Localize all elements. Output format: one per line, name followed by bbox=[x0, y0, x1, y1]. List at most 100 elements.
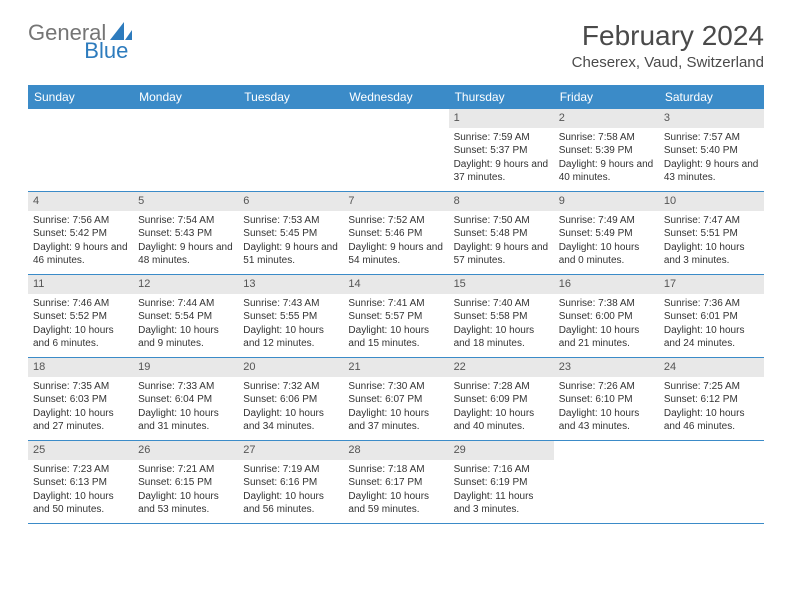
day-cell: 4Sunrise: 7:56 AMSunset: 5:42 PMDaylight… bbox=[28, 192, 133, 274]
page-header: General Blue February 2024 Cheserex, Vau… bbox=[28, 20, 764, 71]
daylight-text: Daylight: 10 hours and 46 minutes. bbox=[664, 407, 759, 434]
day-number: 22 bbox=[449, 358, 554, 377]
day-number: 11 bbox=[28, 275, 133, 294]
day-number: 7 bbox=[343, 192, 448, 211]
day-cell: 21Sunrise: 7:30 AMSunset: 6:07 PMDayligh… bbox=[343, 358, 448, 440]
day-cell: 8Sunrise: 7:50 AMSunset: 5:48 PMDaylight… bbox=[449, 192, 554, 274]
sunrise-text: Sunrise: 7:41 AM bbox=[348, 297, 443, 311]
day-cell: 17 Sunrise: 7:36 AMSunset: 6:01 PMDayligh… bbox=[659, 275, 764, 357]
sunrise-text: Sunrise: 7:21 AM bbox=[138, 463, 233, 477]
daylight-text: Daylight: 10 hours and 6 minutes. bbox=[33, 324, 128, 351]
day-header-cell: Thursday bbox=[449, 85, 554, 109]
day-header-cell: Tuesday bbox=[238, 85, 343, 109]
day-number: 16 bbox=[554, 275, 659, 294]
day-cell: 7Sunrise: 7:52 AMSunset: 5:46 PMDaylight… bbox=[343, 192, 448, 274]
sunset-text: Sunset: 6:12 PM bbox=[664, 393, 759, 407]
sunrise-text: Sunrise: 7:43 AM bbox=[243, 297, 338, 311]
day-info: Sunrise: 7:30 AMSunset: 6:07 PMDaylight:… bbox=[348, 380, 443, 434]
sunset-text: Sunset: 5:40 PM bbox=[664, 144, 759, 158]
daylight-text: Daylight: 10 hours and 59 minutes. bbox=[348, 490, 443, 517]
day-number: 8 bbox=[449, 192, 554, 211]
sunrise-text: Sunrise: 7:30 AM bbox=[348, 380, 443, 394]
day-number: 23 bbox=[554, 358, 659, 377]
sunset-text: Sunset: 5:45 PM bbox=[243, 227, 338, 241]
day-cell: 28Sunrise: 7:18 AMSunset: 6:17 PMDayligh… bbox=[343, 441, 448, 523]
daylight-text: Daylight: 11 hours and 3 minutes. bbox=[454, 490, 549, 517]
sunset-text: Sunset: 6:01 PM bbox=[664, 310, 759, 324]
sunrise-text: Sunrise: 7:50 AM bbox=[454, 214, 549, 228]
day-cell: 3Sunrise: 7:57 AMSunset: 5:40 PMDaylight… bbox=[659, 109, 764, 191]
day-info: Sunrise: 7:46 AMSunset: 5:52 PMDaylight:… bbox=[33, 297, 128, 351]
title-block: February 2024 Cheserex, Vaud, Switzerlan… bbox=[572, 20, 764, 71]
sunset-text: Sunset: 5:55 PM bbox=[243, 310, 338, 324]
daylight-text: Daylight: 10 hours and 31 minutes. bbox=[138, 407, 233, 434]
sunrise-text: Sunrise: 7:57 AM bbox=[664, 131, 759, 145]
daylight-text: Daylight: 10 hours and 9 minutes. bbox=[138, 324, 233, 351]
day-cell: 2Sunrise: 7:58 AMSunset: 5:39 PMDaylight… bbox=[554, 109, 659, 191]
daylight-text: Daylight: 10 hours and 0 minutes. bbox=[559, 241, 654, 268]
day-cell bbox=[238, 109, 343, 191]
day-cell: 5Sunrise: 7:54 AMSunset: 5:43 PMDaylight… bbox=[133, 192, 238, 274]
sunset-text: Sunset: 6:03 PM bbox=[33, 393, 128, 407]
day-info: Sunrise: 7:16 AMSunset: 6:19 PMDaylight:… bbox=[454, 463, 549, 517]
day-number: 9 bbox=[554, 192, 659, 211]
day-info: Sunrise: 7:36 AMSunset: 6:01 PMDaylight:… bbox=[664, 297, 759, 351]
day-number: 14 bbox=[343, 275, 448, 294]
day-number: 24 bbox=[659, 358, 764, 377]
day-number: 19 bbox=[133, 358, 238, 377]
day-header-cell: Wednesday bbox=[343, 85, 448, 109]
daylight-text: Daylight: 10 hours and 21 minutes. bbox=[559, 324, 654, 351]
daylight-text: Daylight: 10 hours and 40 minutes. bbox=[454, 407, 549, 434]
sunrise-text: Sunrise: 7:32 AM bbox=[243, 380, 338, 394]
day-info: Sunrise: 7:23 AMSunset: 6:13 PMDaylight:… bbox=[33, 463, 128, 517]
sunrise-text: Sunrise: 7:58 AM bbox=[559, 131, 654, 145]
day-number: 25 bbox=[28, 441, 133, 460]
day-info: Sunrise: 7:18 AMSunset: 6:17 PMDaylight:… bbox=[348, 463, 443, 517]
day-number: 17 bbox=[659, 275, 764, 294]
daylight-text: Daylight: 10 hours and 50 minutes. bbox=[33, 490, 128, 517]
day-cell bbox=[133, 109, 238, 191]
day-cell: 24 Sunrise: 7:25 AMSunset: 6:12 PMDayligh… bbox=[659, 358, 764, 440]
sunset-text: Sunset: 5:57 PM bbox=[348, 310, 443, 324]
sunset-text: Sunset: 6:13 PM bbox=[33, 476, 128, 490]
day-cell: 12Sunrise: 7:44 AMSunset: 5:54 PMDayligh… bbox=[133, 275, 238, 357]
sunrise-text: Sunrise: 7:26 AM bbox=[559, 380, 654, 394]
day-info: Sunrise: 7:59 AMSunset: 5:37 PMDaylight:… bbox=[454, 131, 549, 185]
sunrise-text: Sunrise: 7:19 AM bbox=[243, 463, 338, 477]
day-cell: 27Sunrise: 7:19 AMSunset: 6:16 PMDayligh… bbox=[238, 441, 343, 523]
day-info: Sunrise: 7:56 AMSunset: 5:42 PMDaylight:… bbox=[33, 214, 128, 268]
day-info: Sunrise: 7:58 AMSunset: 5:39 PMDaylight:… bbox=[559, 131, 654, 185]
day-number: 13 bbox=[238, 275, 343, 294]
daylight-text: Daylight: 9 hours and 51 minutes. bbox=[243, 241, 338, 268]
week-row: 11 Sunrise: 7:46 AMSunset: 5:52 PMDayligh… bbox=[28, 275, 764, 358]
day-cell: 26Sunrise: 7:21 AMSunset: 6:15 PMDayligh… bbox=[133, 441, 238, 523]
daylight-text: Daylight: 9 hours and 37 minutes. bbox=[454, 158, 549, 185]
sunrise-text: Sunrise: 7:25 AM bbox=[664, 380, 759, 394]
day-cell: 15Sunrise: 7:40 AMSunset: 5:58 PMDayligh… bbox=[449, 275, 554, 357]
sunset-text: Sunset: 6:07 PM bbox=[348, 393, 443, 407]
week-row: 4Sunrise: 7:56 AMSunset: 5:42 PMDaylight… bbox=[28, 192, 764, 275]
day-info: Sunrise: 7:40 AMSunset: 5:58 PMDaylight:… bbox=[454, 297, 549, 351]
day-number: 12 bbox=[133, 275, 238, 294]
day-number: 26 bbox=[133, 441, 238, 460]
sunrise-text: Sunrise: 7:46 AM bbox=[33, 297, 128, 311]
sunset-text: Sunset: 5:49 PM bbox=[559, 227, 654, 241]
sunset-text: Sunset: 5:37 PM bbox=[454, 144, 549, 158]
daylight-text: Daylight: 10 hours and 53 minutes. bbox=[138, 490, 233, 517]
sunrise-text: Sunrise: 7:36 AM bbox=[664, 297, 759, 311]
day-info: Sunrise: 7:41 AMSunset: 5:57 PMDaylight:… bbox=[348, 297, 443, 351]
daylight-text: Daylight: 10 hours and 24 minutes. bbox=[664, 324, 759, 351]
day-cell: 22Sunrise: 7:28 AMSunset: 6:09 PMDayligh… bbox=[449, 358, 554, 440]
sunrise-text: Sunrise: 7:54 AM bbox=[138, 214, 233, 228]
day-number: 5 bbox=[133, 192, 238, 211]
sunset-text: Sunset: 5:42 PM bbox=[33, 227, 128, 241]
sunrise-text: Sunrise: 7:49 AM bbox=[559, 214, 654, 228]
day-info: Sunrise: 7:26 AMSunset: 6:10 PMDaylight:… bbox=[559, 380, 654, 434]
day-header-row: SundayMondayTuesdayWednesdayThursdayFrid… bbox=[28, 85, 764, 109]
day-cell: 14 Sunrise: 7:41 AMSunset: 5:57 PMDayligh… bbox=[343, 275, 448, 357]
day-cell: 20Sunrise: 7:32 AMSunset: 6:06 PMDayligh… bbox=[238, 358, 343, 440]
day-header-cell: Saturday bbox=[659, 85, 764, 109]
day-info: Sunrise: 7:33 AMSunset: 6:04 PMDaylight:… bbox=[138, 380, 233, 434]
day-number: 10 bbox=[659, 192, 764, 211]
daylight-text: Daylight: 10 hours and 18 minutes. bbox=[454, 324, 549, 351]
